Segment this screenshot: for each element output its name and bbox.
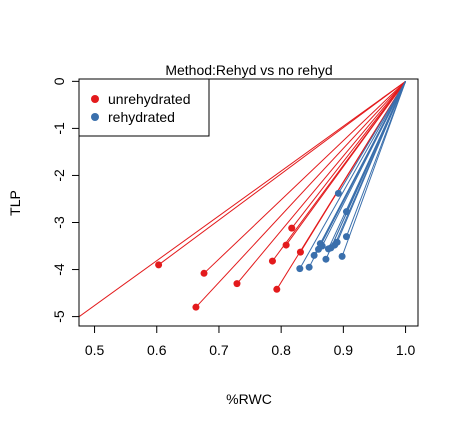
x-tick-label: 1.0 [396, 342, 416, 358]
series-line-unrehydrated [236, 81, 406, 284]
data-point-unrehydrated [296, 248, 304, 256]
chart-title: Method:Rehyd vs no rehyd [165, 62, 332, 78]
legend-label-rehydrated: rehydrated [108, 109, 175, 125]
data-point-rehydrated [342, 233, 350, 241]
y-tick-label: -2 [51, 169, 67, 182]
legend-label-unrehydrated: unrehydrated [108, 91, 191, 107]
data-point-unrehydrated [200, 269, 208, 277]
x-axis-title: %RWC [226, 391, 272, 407]
x-tick-label: 0.6 [147, 342, 167, 358]
y-axis-title: TLP [7, 190, 23, 216]
data-point-unrehydrated [192, 303, 200, 311]
series-line-unrehydrated [158, 80, 406, 266]
series-line-rehydrated [337, 81, 406, 194]
data-point-rehydrated [296, 265, 304, 273]
x-tick-label: 0.7 [209, 342, 229, 358]
y-tick-label: -1 [51, 122, 67, 135]
data-point-rehydrated [310, 251, 318, 259]
data-point-rehydrated [305, 263, 313, 271]
y-tick-label: -3 [51, 216, 67, 229]
data-point-unrehydrated [282, 241, 290, 249]
x-tick-label: 0.5 [85, 342, 105, 358]
data-point-rehydrated [333, 238, 341, 246]
x-tick-label: 0.9 [334, 342, 354, 358]
data-point-rehydrated [334, 189, 342, 197]
data-point-rehydrated [322, 255, 330, 263]
data-point-rehydrated [342, 208, 350, 216]
legend: unrehydrated rehydrated [78, 78, 210, 137]
series-line-unrehydrated [203, 80, 406, 274]
series-line-rehydrated [336, 81, 407, 243]
series-line-unrehydrated [195, 81, 406, 308]
series-points [155, 189, 350, 311]
legend-box [78, 78, 210, 137]
series-line-rehydrated [321, 81, 407, 247]
series-line-unrehydrated [79, 80, 406, 318]
y-tick-label: -5 [51, 310, 67, 323]
data-point-rehydrated [318, 242, 326, 250]
y-tick-label: -4 [51, 263, 67, 276]
data-point-unrehydrated [233, 280, 241, 288]
x-axis: 0.5 0.6 0.7 0.8 0.9 1.0 [85, 325, 416, 358]
y-tick-label: 0 [51, 77, 67, 85]
data-point-unrehydrated [155, 261, 163, 269]
data-point-rehydrated [338, 252, 346, 260]
y-axis: 0 -1 -2 -3 -4 -5 [51, 77, 80, 323]
series-line-rehydrated [299, 81, 406, 269]
series-line-unrehydrated [291, 81, 406, 229]
legend-marker-unrehydrated [91, 95, 99, 103]
data-point-unrehydrated [268, 257, 276, 265]
data-point-unrehydrated [273, 285, 281, 293]
legend-marker-rehydrated [91, 113, 99, 121]
data-point-unrehydrated [288, 224, 296, 232]
plot-area [79, 80, 407, 318]
x-tick-label: 0.8 [271, 342, 291, 358]
series-line-rehydrated [341, 81, 407, 257]
series-line-unrehydrated [285, 81, 406, 246]
